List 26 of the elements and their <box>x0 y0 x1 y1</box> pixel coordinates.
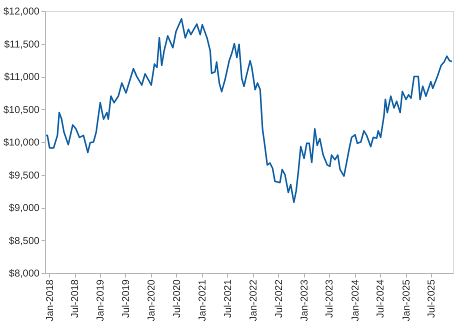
y-tick-label: $11,000 <box>4 72 40 83</box>
x-tick-label: Jan-2019 <box>96 279 107 322</box>
y-tick-label: $8,000 <box>8 268 40 280</box>
y-tick-label: $11,500 <box>4 39 40 50</box>
x-tick-label: Jan-2024 <box>350 279 362 322</box>
y-tick-label: $9,000 <box>8 203 40 214</box>
x-tick-label: Jan-2020 <box>146 279 158 322</box>
y-tick-label: $10,500 <box>3 104 40 116</box>
x-tick-label: Jul-2020 <box>172 279 183 318</box>
x-tick-label: Jul-2021 <box>222 279 234 318</box>
x-tick-label: Jul-2024 <box>376 279 387 318</box>
x-tick-label: Jul-2025 <box>426 279 438 318</box>
x-tick-label: Jan-2023 <box>299 279 310 322</box>
x-tick-label: Jul-2019 <box>120 279 132 318</box>
x-tick-label: Jul-2018 <box>70 279 82 318</box>
x-tick-label: Jan-2025 <box>401 279 412 322</box>
y-tick-label: $12,000 <box>3 6 40 18</box>
x-tick-label: Jul-2022 <box>274 279 285 318</box>
y-tick-label: $9,500 <box>8 170 40 182</box>
y-tick-label: $10,000 <box>3 138 40 148</box>
line-series <box>45 18 453 204</box>
x-tick-label: Jan-2022 <box>248 279 260 322</box>
y-tick-label: $8,500 <box>8 236 40 247</box>
x-tick-label: Jan-2021 <box>198 279 209 322</box>
x-tick-label: Jul-2023 <box>324 279 336 318</box>
x-tick-label: Jan-2018 <box>44 279 56 322</box>
